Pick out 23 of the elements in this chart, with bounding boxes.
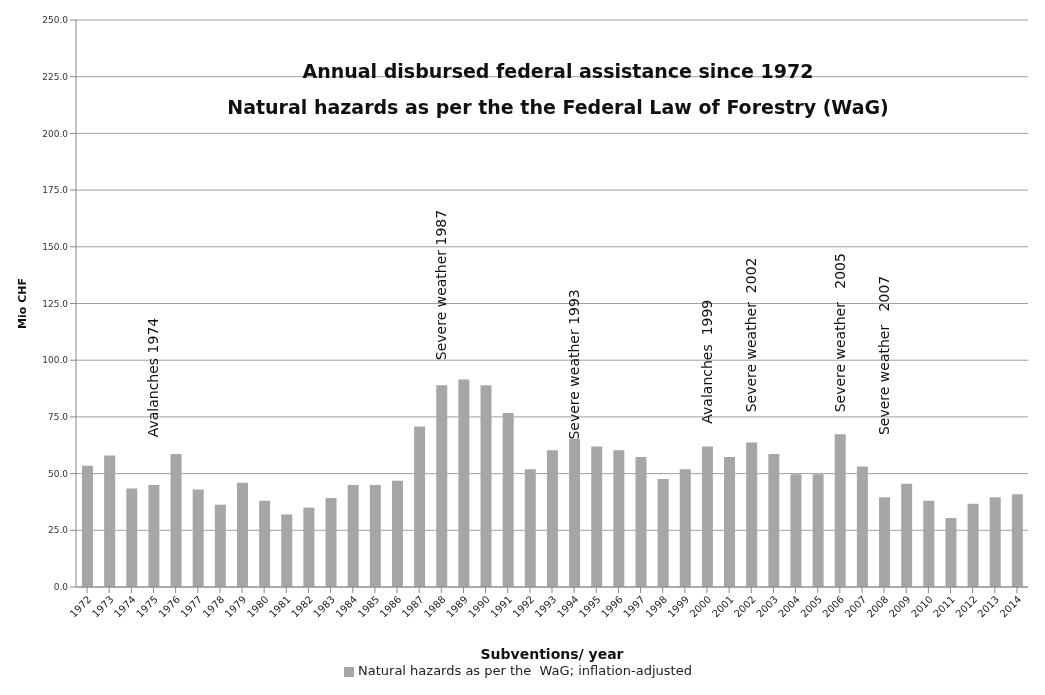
annotation: Severe weather 1993 (566, 289, 583, 440)
y-axis-title: Mio CHF (15, 278, 29, 329)
annotation: Severe weather 2005 (831, 253, 848, 413)
x-axis-title: Subventions/ year (480, 646, 624, 662)
annotation: Avalanches 1999 (698, 299, 715, 424)
y-tick-label: 0.0 (53, 582, 69, 593)
annotation: Severe weather 2002 (743, 257, 760, 413)
annotation: Severe weather 2007 (876, 275, 893, 436)
y-tick-label: 25.0 (47, 525, 69, 536)
y-tick-label: 50.0 (47, 468, 69, 479)
legend-label: Natural hazards as per the WaG; inflation-adjusted (358, 663, 692, 678)
y-tick-label: 150.0 (42, 242, 69, 252)
y-tick-label: 100.0 (42, 355, 69, 366)
y-tick-label: 125.0 (42, 298, 69, 309)
annotation: Severe weather 1987 (433, 209, 450, 361)
y-tick-label: 75.0 (47, 412, 69, 423)
text: Natural hazards as per the the Federal Law of Forestry (WaG) (226, 95, 890, 120)
y-tick-label: 225.0 (42, 71, 69, 82)
text: Annual disbursed federal assistance since 1972 (301, 59, 815, 84)
annotation: Avalanches 1974 (145, 317, 162, 438)
y-tick-label: 200.0 (42, 128, 69, 139)
y-tick-label: 250.0 (42, 15, 69, 26)
y-tick-label: 175.0 (42, 185, 69, 196)
